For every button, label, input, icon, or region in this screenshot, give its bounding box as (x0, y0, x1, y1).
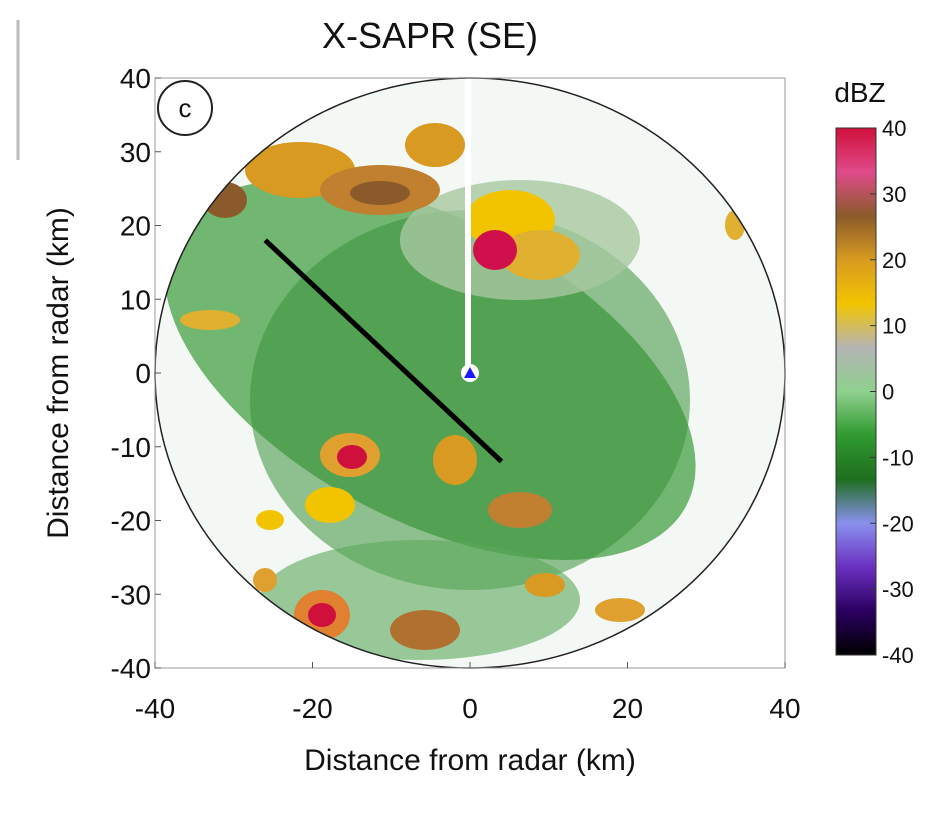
x-tick-label: -20 (292, 693, 332, 724)
colorbar-tick-label: -30 (882, 577, 914, 602)
colorbar-label: dBZ (834, 77, 885, 108)
panel-badge (157, 80, 213, 136)
colorbar-tick-label: -20 (882, 511, 914, 536)
y-tick-label: 10 (120, 284, 151, 315)
y-tick-label: 0 (135, 358, 151, 389)
y-tick-label: 30 (120, 137, 151, 168)
radar-site (464, 367, 476, 378)
colorbar-tick-label: 0 (882, 380, 894, 405)
colorbar-tick-label: 20 (882, 248, 906, 273)
transect-line (263, 238, 504, 464)
x-tick-label: 0 (462, 693, 478, 724)
y-axis-label: Distance from radar (km) (42, 207, 75, 539)
y-tick-label: 20 (120, 211, 151, 242)
y-tick-label: -40 (111, 653, 151, 684)
y-tick-label: -10 (111, 432, 151, 463)
x-tick-label: 40 (769, 693, 800, 724)
y-tick-label: 40 (120, 63, 151, 94)
colorbar-tick-label: 30 (882, 182, 906, 207)
x-tick-label: -40 (135, 693, 175, 724)
colorbar-tick-label: -40 (882, 643, 914, 668)
colorbar-tick-label: -10 (882, 445, 914, 470)
panel-label: c (179, 93, 192, 123)
colorbar-tick-label: 10 (882, 314, 906, 339)
x-tick-label: 20 (612, 693, 643, 724)
chart-title: X-SAPR (SE) (322, 15, 538, 56)
y-tick-label: -30 (111, 579, 151, 610)
x-axis-label: Distance from radar (km) (304, 744, 636, 777)
reflectivity-field (155, 78, 785, 668)
colorbar-tick-label: 40 (882, 116, 906, 141)
y-tick-label: -20 (111, 506, 151, 537)
colorbar (835, 127, 877, 656)
